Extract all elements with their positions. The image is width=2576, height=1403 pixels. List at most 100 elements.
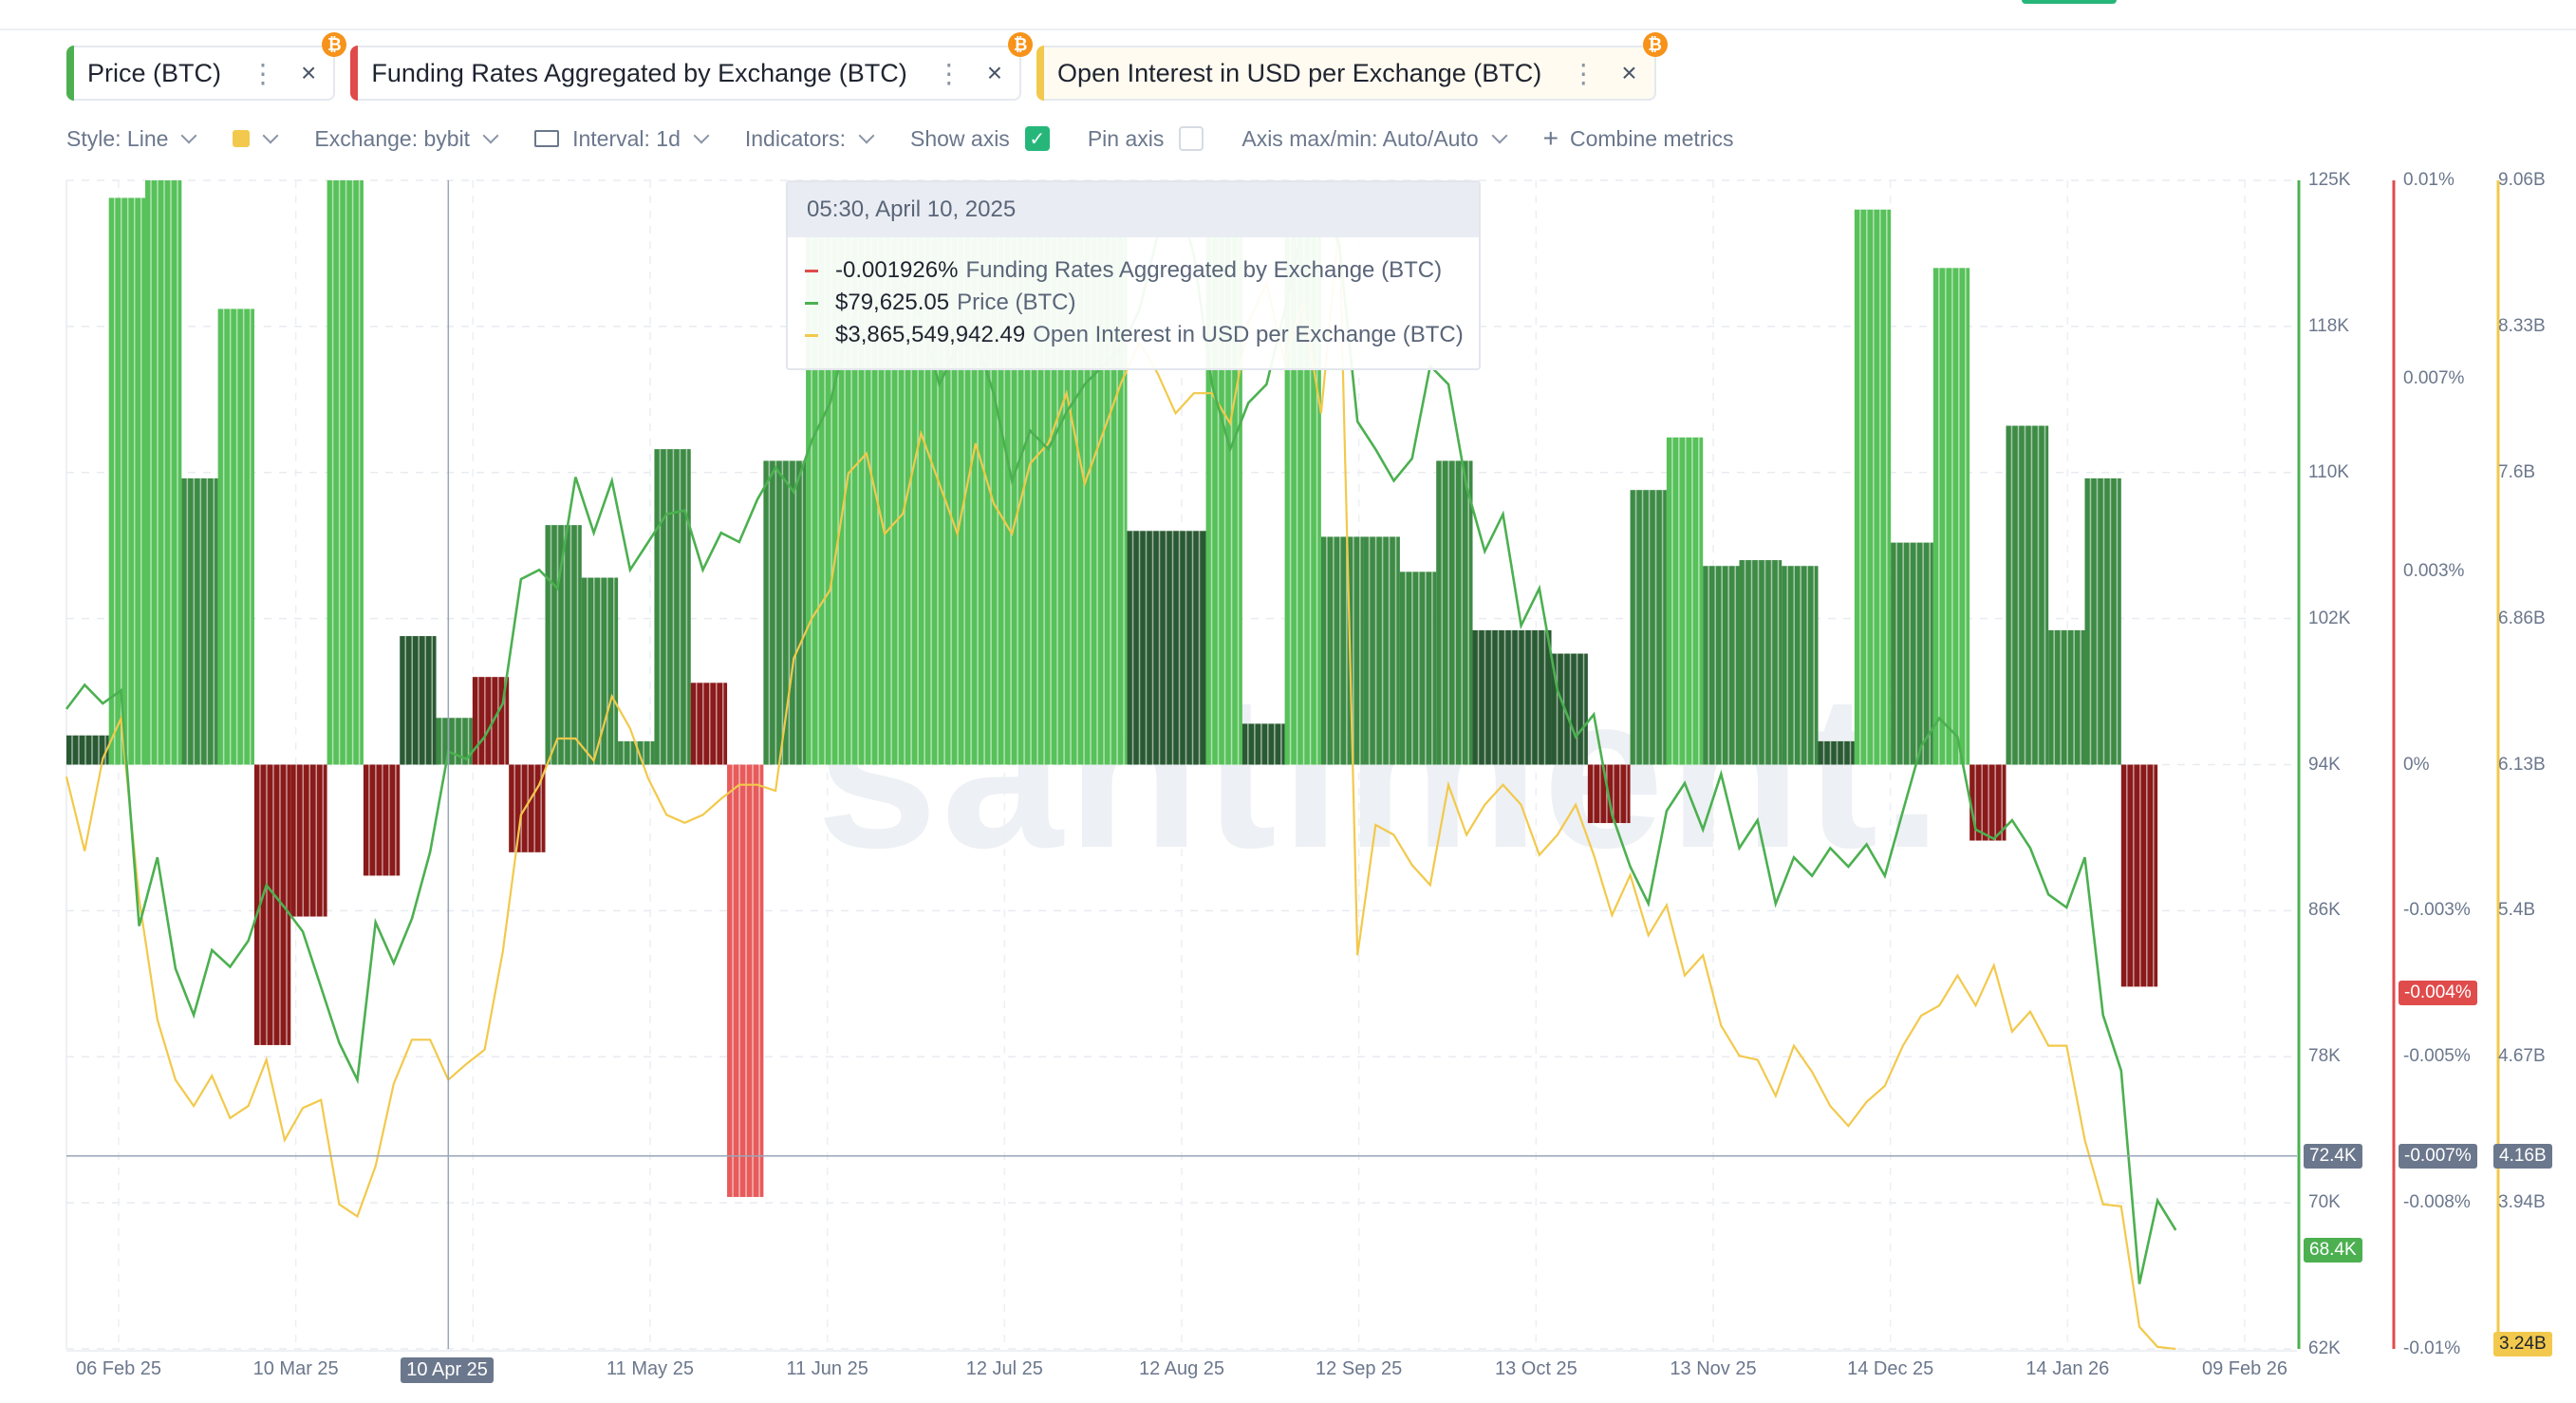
funding-last-badge: -0.004%	[2399, 980, 2477, 1005]
price-tick-label: 70K	[2308, 1192, 2341, 1213]
combine-metrics-button[interactable]: + Combine metrics	[1543, 123, 1734, 154]
x-tick-label: 13 Nov 25	[1670, 1358, 1757, 1379]
funding-tick-label: -0.01%	[2403, 1338, 2461, 1358]
x-tick-label: 12 Jul 25	[965, 1358, 1043, 1379]
funding-legend-marker	[805, 269, 818, 272]
oi-tick-label: 3.94B	[2498, 1192, 2546, 1213]
x-tick-label: 14 Jan 26	[2025, 1358, 2110, 1379]
x-tick-label: 12 Aug 25	[1138, 1358, 1225, 1379]
oi-legend-marker	[805, 333, 818, 337]
tooltip-row-oi: $3,865,549,942.49 Open Interest in USD p…	[788, 319, 1479, 351]
price-hover-badge: 72.4K	[2304, 1143, 2362, 1169]
axes	[66, 180, 2500, 1352]
x-tick-label: 06 Feb 25	[75, 1358, 162, 1379]
chip-menu-icon[interactable]: ⋮	[250, 58, 276, 88]
indicators-dropdown[interactable]: Indicators:	[744, 125, 875, 152]
price-tick-label: 102K	[2308, 608, 2351, 628]
axis-maxmin-label: Axis max/min: Auto/Auto	[1241, 125, 1479, 151]
funding-bar	[1320, 536, 1364, 765]
chip-open-interest[interactable]: Open Interest in USD per Exchange (BTC) …	[1036, 32, 1668, 101]
price-tick-label: 86K	[2308, 900, 2341, 921]
tooltip-oi-name: Open Interest in USD per Exchange (BTC)	[1033, 322, 1464, 347]
x-tick-label: 10 Mar 25	[252, 1358, 339, 1379]
tooltip-funding-name: Funding Rates Aggregated by Exchange (BT…	[965, 257, 1443, 283]
exchange-label: Exchange: bybit	[314, 125, 471, 151]
oi-last-badge: 3.24B	[2493, 1332, 2552, 1356]
ruler-icon	[534, 130, 560, 147]
top-tab-indicator	[2022, 0, 2117, 4]
combine-metrics-label: Combine metrics	[1570, 125, 1734, 151]
chip-close-icon[interactable]: ×	[1621, 58, 1637, 87]
x-tick-label: 12 Sep 25	[1316, 1358, 1403, 1379]
color-swatch	[233, 130, 251, 147]
crosshair	[66, 180, 2297, 1349]
price-tick-label: 62K	[2308, 1338, 2341, 1358]
chip-funding-rates[interactable]: Funding Rates Aggregated by Exchange (BT…	[350, 32, 1034, 101]
funding-bar	[2006, 425, 2049, 765]
plus-icon: +	[1542, 123, 1559, 153]
funding-tick-label: -0.005%	[2403, 1046, 2471, 1067]
funding-tick-label: -0.003%	[2403, 900, 2471, 921]
x-tick-label: 13 Oct 25	[1494, 1358, 1577, 1379]
chip-close-icon[interactable]: ×	[301, 58, 317, 87]
x-tick-label: 11 Jun 25	[786, 1358, 868, 1379]
chip-close-icon[interactable]: ×	[986, 58, 1003, 87]
x-tick-label: 09 Feb 26	[2201, 1358, 2288, 1379]
x-tick-label: 11 May 25	[607, 1358, 694, 1379]
chip-price-color	[66, 46, 74, 101]
price-tick-label: 125K	[2308, 170, 2351, 190]
oi-tick-label: 4.67B	[2498, 1046, 2546, 1067]
price-tick-label: 78K	[2308, 1046, 2341, 1067]
tooltip-row-price: $79,625.05 Price (BTC)	[788, 287, 1479, 319]
oi-hover-badge: 4.16B	[2493, 1143, 2552, 1169]
pin-axis-label: Pin axis	[1087, 125, 1165, 151]
chip-menu-icon[interactable]: ⋮	[1570, 58, 1597, 88]
tooltip-date: 05:30, April 10, 2025	[788, 182, 1479, 237]
chart-settings-bar: Style: Line Exchange: bybit Interval: 1d…	[66, 123, 1772, 154]
chip-menu-icon[interactable]: ⋮	[935, 58, 962, 88]
bitcoin-icon: ₿	[1008, 32, 1034, 57]
chip-price[interactable]: Price (BTC) ⋮ × ₿	[66, 32, 347, 101]
show-axis-label: Show axis	[909, 125, 1010, 151]
x-tick-label: 14 Dec 25	[1847, 1358, 1934, 1379]
axis-maxmin-dropdown[interactable]: Axis max/min: Auto/Auto	[1241, 125, 1508, 152]
indicators-label: Indicators:	[744, 125, 846, 151]
tooltip-row-funding: -0.001926% Funding Rates Aggregated by E…	[788, 254, 1479, 287]
interval-dropdown[interactable]: Interval: 1d	[534, 125, 710, 152]
oi-tick-label: 9.06B	[2498, 170, 2546, 190]
oi-tick-label: 7.6B	[2498, 461, 2536, 482]
show-axis-toggle[interactable]: Show axis ✓	[910, 126, 1050, 152]
oi-tick-label: 6.13B	[2498, 754, 2546, 775]
chip-price-label: Price (BTC)	[87, 58, 221, 87]
bitcoin-icon: ₿	[1642, 32, 1668, 57]
price-tick-label: 118K	[2308, 315, 2349, 336]
exchange-dropdown[interactable]: Exchange: bybit	[314, 125, 499, 152]
funding-rate-bars	[66, 180, 2158, 1197]
oi-tick-label: 8.33B	[2498, 315, 2546, 336]
pin-axis-checkbox[interactable]	[1179, 126, 1204, 151]
tooltip-price-name: Price (BTC)	[957, 290, 1076, 315]
bitcoin-icon: ₿	[322, 32, 347, 57]
chip-funding-color	[350, 46, 359, 101]
funding-bar	[1739, 560, 1783, 765]
chip-oi-color	[1036, 46, 1045, 101]
price-tick-label: 110K	[2308, 461, 2349, 482]
style-label: Style: Line	[66, 125, 169, 151]
hover-tooltip: 05:30, April 10, 2025 -0.001926% Funding…	[786, 180, 1481, 370]
interval-label: Interval: 1d	[572, 125, 681, 151]
tooltip-oi-value: $3,865,549,942.49	[835, 322, 1026, 347]
oi-tick-label: 5.4B	[2498, 900, 2536, 921]
oi-tick-label: 6.86B	[2498, 608, 2546, 628]
style-dropdown[interactable]: Style: Line	[66, 125, 197, 152]
price-tick-label: 94K	[2308, 754, 2341, 775]
color-picker[interactable]	[233, 127, 279, 147]
chip-funding-label: Funding Rates Aggregated by Exchange (BT…	[371, 58, 907, 87]
tooltip-funding-value: -0.001926%	[835, 257, 959, 283]
pin-axis-toggle[interactable]: Pin axis	[1088, 126, 1204, 152]
funding-tick-label: 0.007%	[2403, 368, 2465, 389]
price-legend-marker	[805, 301, 818, 305]
funding-tick-label: 0.01%	[2403, 170, 2455, 190]
chip-oi-label: Open Interest in USD per Exchange (BTC)	[1057, 58, 1542, 87]
show-axis-checkbox[interactable]: ✓	[1024, 126, 1050, 151]
